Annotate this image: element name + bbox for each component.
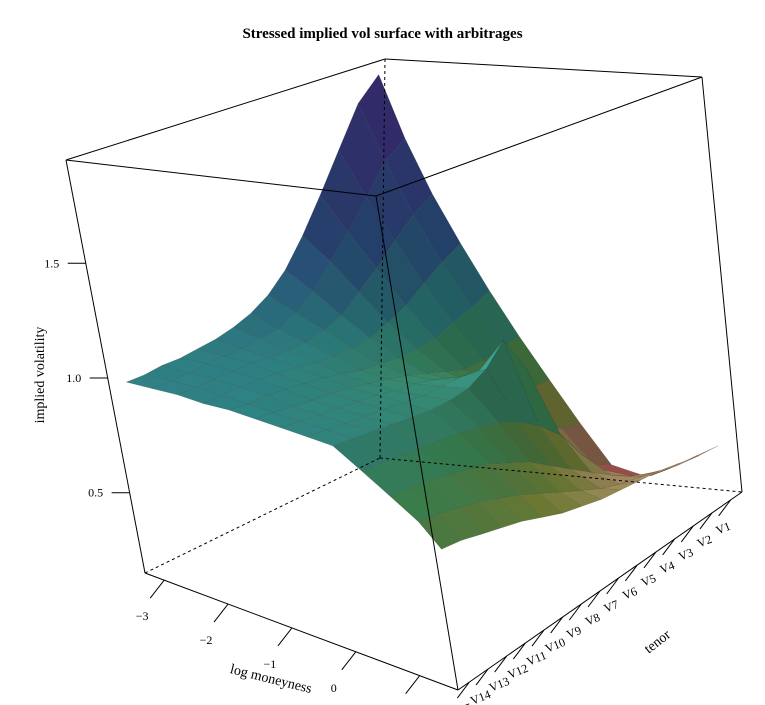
tick-mark [494, 655, 508, 673]
tick-label: V15 [450, 700, 474, 705]
tick-label: V12 [506, 661, 530, 682]
chart-title: Stressed implied vol surface with arbitr… [242, 26, 523, 42]
tick-mark [149, 579, 165, 599]
tick-label: −2 [200, 633, 213, 647]
y-axis-label: tenor [642, 627, 674, 657]
tick-label: V1 [714, 519, 733, 537]
tick-mark [568, 603, 582, 621]
tick-label: V3 [676, 545, 695, 563]
tick-mark [405, 675, 421, 694]
tick-mark [550, 616, 564, 634]
tick-mark [277, 627, 293, 647]
tick-label: 1.5 [44, 256, 59, 270]
box-edge [65, 58, 386, 161]
tick-label: V2 [695, 532, 714, 550]
tick-label: −1 [264, 657, 277, 671]
tick-mark [680, 525, 694, 543]
tick-label: −3 [136, 609, 149, 623]
tick-label: 0.5 [88, 486, 103, 500]
z-axis-label: implied volatility [33, 327, 48, 424]
tick-label: V4 [658, 558, 677, 576]
tick-label: V8 [583, 610, 602, 628]
tick-label: V11 [525, 648, 549, 669]
box-edge [701, 76, 743, 493]
tick-label: V7 [602, 597, 621, 615]
box-edge-hidden [379, 457, 743, 493]
tick-mark [699, 512, 713, 530]
box-edge [375, 195, 459, 691]
box-edge [375, 76, 703, 197]
box-edge [144, 572, 459, 691]
tick-mark [341, 651, 357, 671]
tick-mark [606, 577, 620, 595]
tick-label: V14 [468, 687, 492, 705]
tick-mark [662, 538, 676, 556]
tick-label: 1.0 [66, 371, 81, 385]
box-edge-hidden [144, 457, 381, 574]
tick-label: V6 [620, 584, 639, 602]
tick-label: V13 [487, 674, 511, 695]
surface-facet [659, 455, 699, 473]
tick-mark [531, 629, 545, 647]
box-edge-hidden [379, 58, 386, 459]
tick-label: 0 [331, 681, 337, 695]
tick-mark [643, 551, 657, 569]
tick-mark [624, 564, 638, 582]
tick-mark [587, 590, 601, 608]
tick-label: V9 [564, 623, 583, 641]
tick-label: V10 [543, 635, 567, 656]
box-edge [65, 159, 146, 574]
surface-mesh [125, 74, 719, 550]
tick-mark [213, 603, 229, 623]
tick-label: V5 [639, 571, 658, 589]
box-edge [384, 58, 703, 78]
tick-mark [456, 681, 470, 699]
surface-facet [418, 513, 462, 550]
tick-mark [475, 668, 489, 686]
tick-mark [512, 642, 526, 660]
tick-mark [718, 499, 732, 517]
box-edge [65, 159, 377, 197]
